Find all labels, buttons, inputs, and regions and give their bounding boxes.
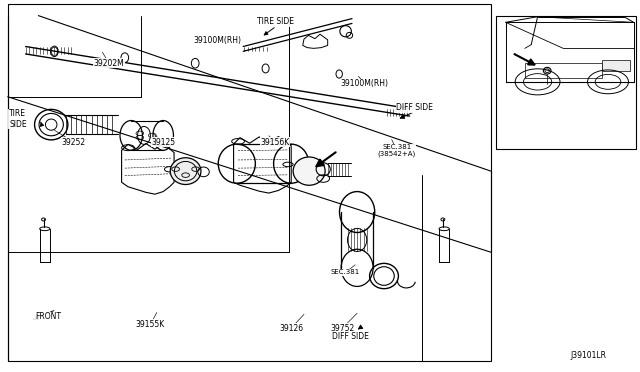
Text: DIFF SIDE: DIFF SIDE xyxy=(396,103,433,112)
Text: 39202M: 39202M xyxy=(93,59,124,68)
Bar xyxy=(8,4,491,361)
Text: 39100M(RH): 39100M(RH) xyxy=(194,36,242,45)
Bar xyxy=(525,63,602,78)
Ellipse shape xyxy=(170,158,201,185)
Text: TIRE SIDE: TIRE SIDE xyxy=(257,17,294,26)
Text: FRONT: FRONT xyxy=(35,312,61,321)
Text: 39752: 39752 xyxy=(330,324,355,333)
Text: 39156K: 39156K xyxy=(260,138,290,147)
Text: 39125: 39125 xyxy=(151,138,175,147)
Text: 39252: 39252 xyxy=(61,138,86,147)
Text: 39155K: 39155K xyxy=(136,320,165,329)
Text: SEC.381: SEC.381 xyxy=(331,269,360,275)
Ellipse shape xyxy=(293,157,325,185)
Text: 39126: 39126 xyxy=(279,324,303,333)
Text: 39100M(RH): 39100M(RH) xyxy=(340,79,388,88)
Text: DIFF SIDE: DIFF SIDE xyxy=(332,332,369,341)
Text: SEC.381
(38542+A): SEC.381 (38542+A) xyxy=(378,144,416,157)
Bar xyxy=(602,60,630,71)
Text: TIRE
SIDE: TIRE SIDE xyxy=(9,109,27,129)
Text: J39101LR: J39101LR xyxy=(571,351,607,360)
Bar xyxy=(496,16,636,149)
